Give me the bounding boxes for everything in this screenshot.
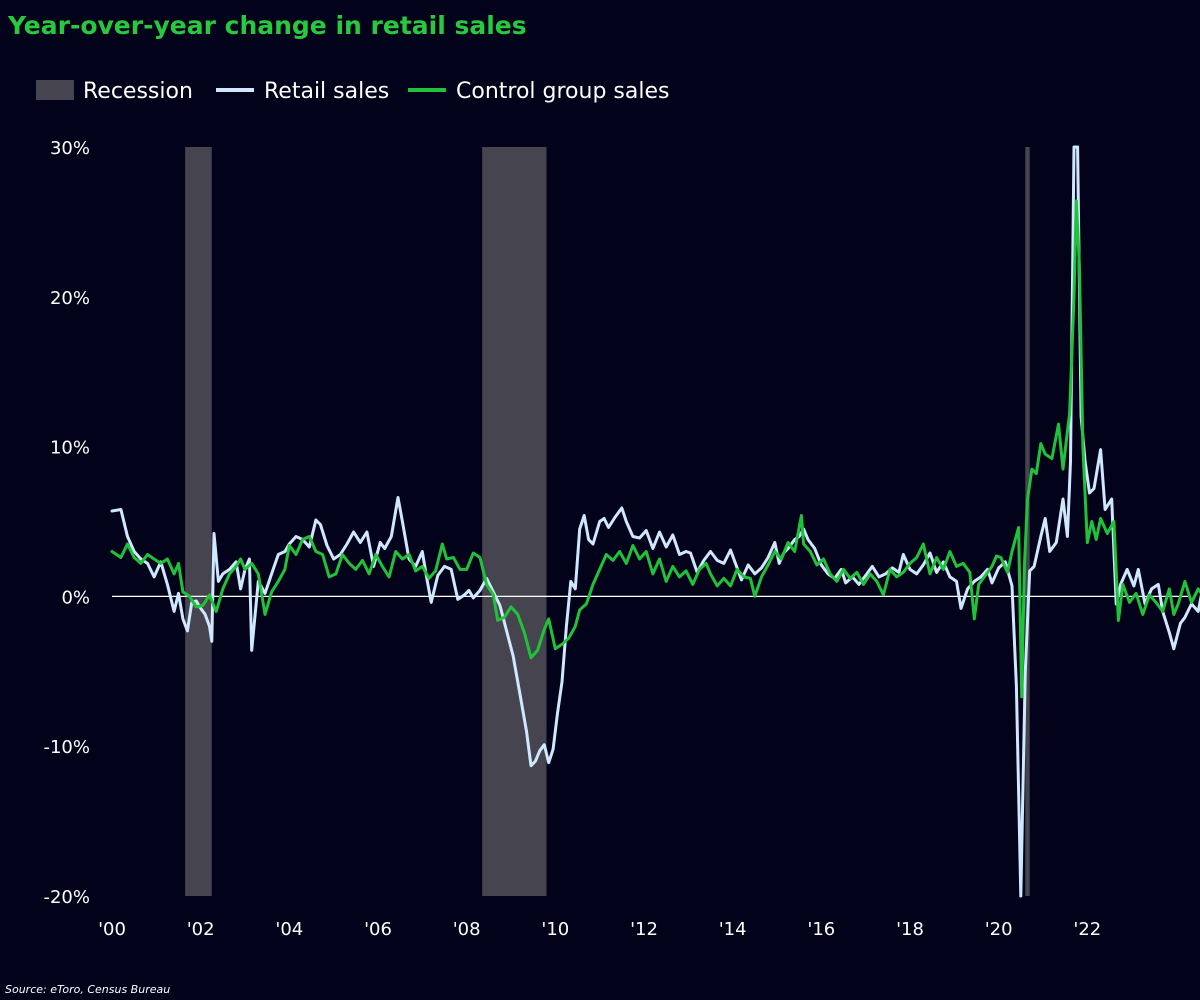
x-tick-label: '16 bbox=[807, 919, 835, 940]
legend: Recession Retail sales Control group sal… bbox=[36, 79, 669, 104]
x-tick-label: '04 bbox=[275, 919, 303, 940]
y-tick-label: 10% bbox=[50, 438, 90, 459]
recession-band-1 bbox=[185, 147, 212, 896]
x-axis: '00 '02 '04 '06 '08 '10 '12 '14 '16 '18 '20 '22 bbox=[98, 919, 1101, 940]
legend-swatch-recession bbox=[36, 80, 74, 100]
y-tick-label: 0% bbox=[61, 587, 90, 608]
y-axis: 30% 20% 10% 0% -10% -20% bbox=[43, 138, 90, 908]
source-note: Source: eToro, Census Bureau bbox=[5, 983, 170, 996]
y-tick-label: 30% bbox=[50, 138, 90, 159]
x-tick-label: '20 bbox=[985, 919, 1013, 940]
x-tick-label: '14 bbox=[719, 919, 747, 940]
legend-label-retail: Retail sales bbox=[264, 79, 389, 104]
x-tick-label: '06 bbox=[364, 919, 392, 940]
x-tick-label: '02 bbox=[187, 919, 215, 940]
retail-sales-line bbox=[110, 145, 1200, 898]
y-tick-label: -20% bbox=[43, 887, 90, 908]
y-tick-label: 20% bbox=[50, 288, 90, 309]
recession-band-2 bbox=[482, 147, 547, 896]
x-tick-label: '18 bbox=[896, 919, 924, 940]
legend-label-control: Control group sales bbox=[456, 79, 669, 104]
x-tick-label: '10 bbox=[541, 919, 569, 940]
x-tick-label: '12 bbox=[630, 919, 658, 940]
legend-label-recession: Recession bbox=[83, 79, 193, 104]
y-tick-label: -10% bbox=[43, 737, 90, 758]
chart-title: Year-over-year change in retail sales bbox=[7, 11, 527, 40]
series-lines bbox=[110, 145, 1200, 898]
x-tick-label: '22 bbox=[1073, 919, 1101, 940]
x-tick-label: '00 bbox=[98, 919, 126, 940]
x-tick-label: '08 bbox=[453, 919, 481, 940]
control-group-sales-line bbox=[110, 199, 1200, 699]
